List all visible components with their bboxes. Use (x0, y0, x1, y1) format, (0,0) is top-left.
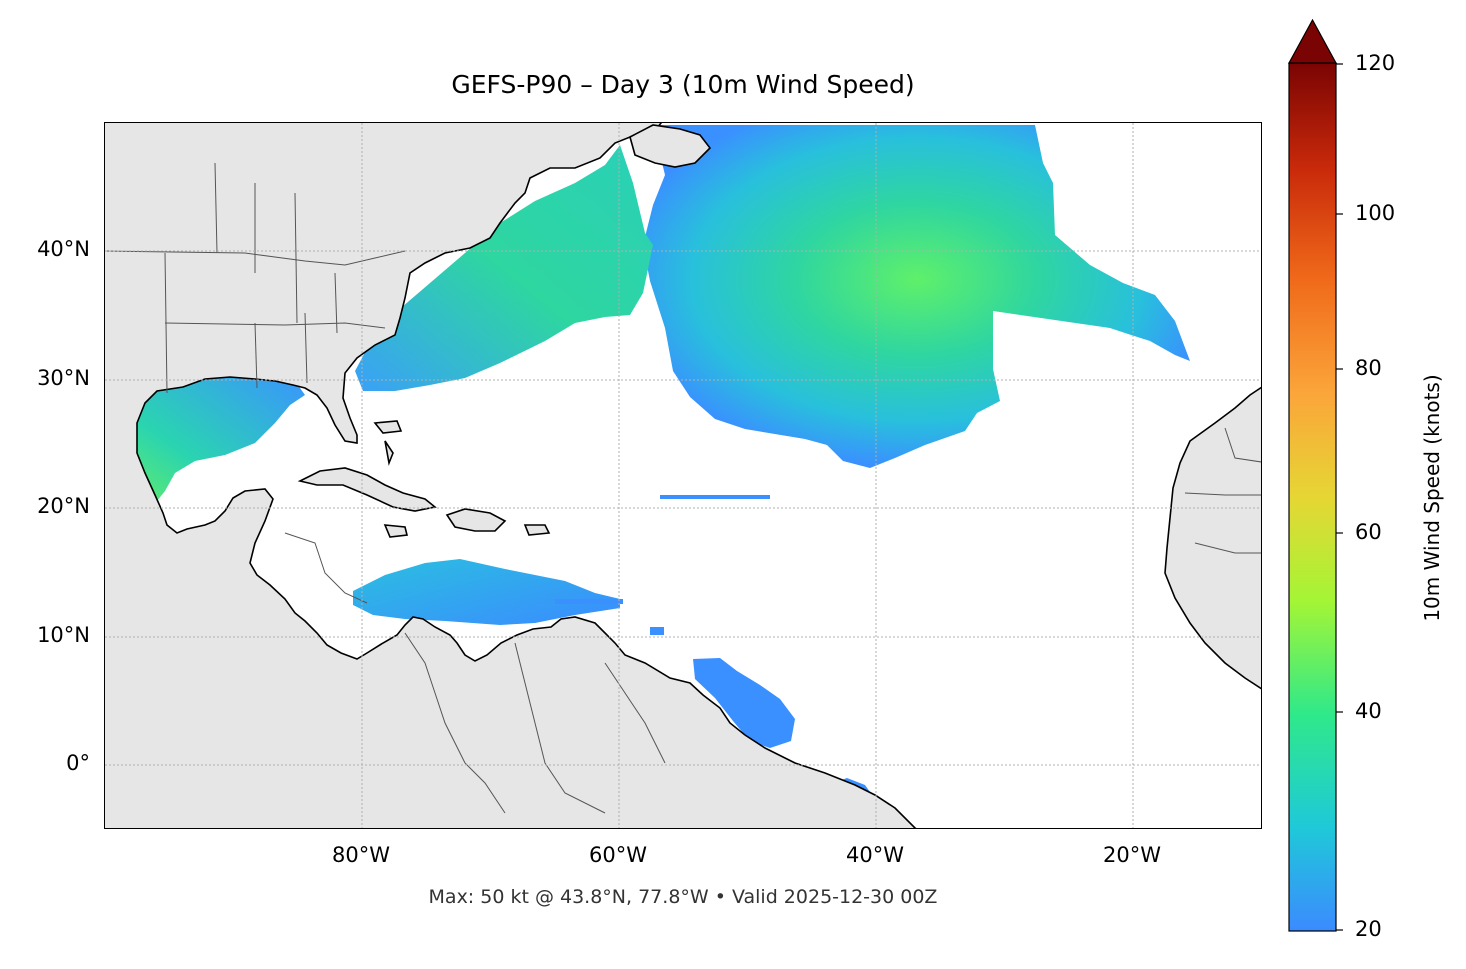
wind-field-streak-2 (555, 599, 623, 604)
lon-label-60w: 60°W (589, 843, 647, 867)
colorbar-gradient (1288, 62, 1337, 932)
land-layer (105, 123, 1261, 828)
land-jamaica (383, 524, 408, 538)
colorbar-tick-40: 40 (1355, 699, 1382, 723)
wind-field-guiana (693, 658, 795, 748)
lat-label-10n: 10°N (37, 623, 90, 647)
map-title: GEFS-P90 – Day 3 (10m Wind Speed) (451, 70, 915, 99)
land-west-africa (1164, 386, 1261, 690)
land-puerto-rico (523, 524, 551, 536)
wind-field-streak-1 (660, 495, 770, 499)
land-hispaniola (445, 508, 507, 532)
map-footer-info: Max: 50 kt @ 43.8°N, 77.8°W • Valid 2025… (428, 886, 938, 908)
colorbar-tick-80: 80 (1355, 356, 1382, 380)
wind-field-spot-3 (650, 627, 664, 635)
land-cuba (297, 467, 437, 512)
wind-field-caribbean (353, 559, 620, 625)
lat-label-0: 0° (66, 751, 90, 775)
colorbar-tick-20: 20 (1355, 917, 1382, 941)
lat-label-20n: 20°N (37, 494, 90, 518)
gridlines-layer (105, 123, 1261, 828)
lon-label-40w: 40°W (846, 843, 904, 867)
wind-field-north-atlantic-coast (355, 145, 653, 391)
map-svg (105, 123, 1261, 828)
wind-field-central-atlantic (643, 125, 1190, 468)
lat-label-40n: 40°N (37, 237, 90, 261)
colorbar-label: 10m Wind Speed (knots) (1420, 374, 1444, 622)
colorbar-extend-arrow (1288, 18, 1338, 64)
lat-label-30n: 30°N (37, 366, 90, 390)
land-bahamas (373, 420, 403, 466)
colorbar-tick-120: 120 (1355, 51, 1396, 75)
land-newfoundland (629, 124, 712, 168)
lon-label-20w: 20°W (1103, 843, 1161, 867)
wind-field-gulf-of-mexico (127, 373, 305, 503)
land-north-america (105, 123, 917, 828)
colorbar-tick-60: 60 (1355, 520, 1382, 544)
lon-label-80w: 80°W (332, 843, 390, 867)
colorbar-tick-100: 100 (1355, 201, 1396, 225)
colorbar-ticks (1336, 63, 1343, 931)
borders-layer (105, 162, 1261, 814)
map-area (104, 122, 1262, 829)
colorbar (1288, 18, 1343, 932)
